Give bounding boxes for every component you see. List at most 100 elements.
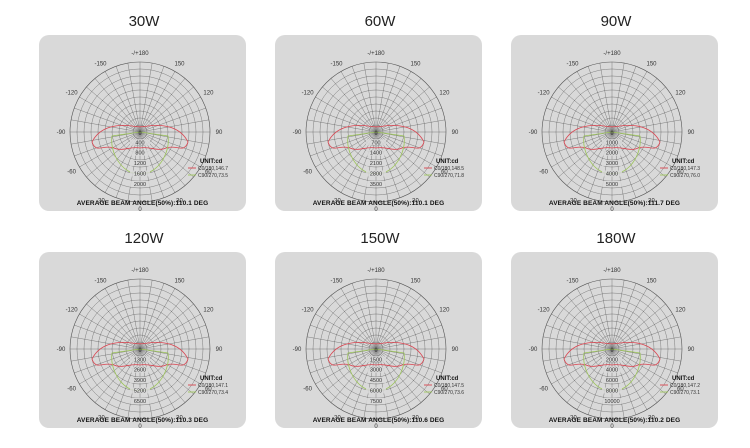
grid-spoke bbox=[375, 96, 437, 133]
legend-entry: C0/180,147.1 bbox=[198, 383, 228, 389]
radial-label: 8000 bbox=[606, 388, 618, 394]
grid-spoke bbox=[71, 336, 141, 350]
grid-spoke bbox=[611, 288, 648, 350]
angle-label: -120 bbox=[302, 308, 315, 314]
angle-label: -150 bbox=[330, 62, 343, 68]
angle-label: -150 bbox=[330, 279, 343, 285]
angle-label: 90 bbox=[216, 130, 223, 136]
grid-spoke bbox=[74, 107, 141, 133]
chart-title: 90W bbox=[600, 13, 632, 30]
grid-spoke bbox=[310, 324, 377, 350]
grid-spoke bbox=[375, 119, 445, 133]
legend-entry: C90/270,73.1 bbox=[670, 390, 700, 396]
angle-label: -90 bbox=[293, 347, 302, 353]
grid-spoke bbox=[566, 295, 613, 350]
radial-label-bg bbox=[130, 160, 150, 167]
angle-label: 150 bbox=[174, 62, 185, 68]
radial-label-bg bbox=[366, 387, 386, 394]
grid-spoke bbox=[375, 86, 430, 133]
angle-label: 90 bbox=[452, 130, 459, 136]
angle-label: -120 bbox=[66, 91, 79, 97]
radial-label-bg bbox=[602, 160, 622, 167]
grid-spoke bbox=[611, 96, 673, 133]
angle-label: -120 bbox=[66, 308, 79, 314]
chart-title: 150W bbox=[360, 230, 400, 247]
grid-spoke bbox=[86, 303, 141, 350]
radial-label-bg bbox=[602, 170, 622, 177]
polar-plot: -/+180-150 150-120 120-90 90-60 60-30 3000150… bbox=[293, 268, 465, 428]
angle-label: -150 bbox=[566, 62, 579, 68]
grid-spoke bbox=[139, 336, 209, 350]
angle-label: 120 bbox=[675, 91, 686, 97]
radial-label-bg bbox=[602, 377, 622, 384]
angle-label: -60 bbox=[67, 170, 76, 176]
grid-spoke bbox=[576, 288, 613, 350]
grid-spoke bbox=[127, 280, 141, 350]
radial-label: 3000 bbox=[370, 368, 382, 374]
grid-spoke bbox=[322, 86, 377, 133]
angle-label: -30 bbox=[332, 415, 341, 421]
grid-spoke bbox=[315, 348, 377, 385]
radial-label: 0 bbox=[138, 348, 141, 354]
grid-spoke bbox=[315, 96, 377, 133]
angle-label: -90 bbox=[529, 130, 538, 136]
grid-spoke bbox=[546, 348, 613, 374]
radial-label-bg bbox=[130, 356, 150, 363]
legend-entry: C90/270,71.8 bbox=[434, 173, 464, 179]
series-c0-180-curve bbox=[563, 342, 661, 367]
angle-label: 60 bbox=[441, 170, 448, 176]
angle-label: -60 bbox=[539, 170, 548, 176]
series-c0-180-curve bbox=[91, 342, 189, 367]
grid-spoke bbox=[375, 107, 442, 133]
grid-spoke bbox=[611, 295, 658, 350]
polar-plot: -/+180-150 150-120 120-90 90-60 60-30 3000100… bbox=[529, 51, 701, 211]
grid-spoke bbox=[375, 336, 445, 350]
grid-spoke bbox=[340, 71, 377, 133]
beam-angle-label: AVERAGE BEAM ANGLE(50%):110.3 DEG bbox=[76, 417, 209, 424]
grid-spoke bbox=[551, 313, 613, 350]
radial-label-bg bbox=[602, 139, 622, 146]
radial-label-bg bbox=[130, 139, 150, 146]
unit-label: UNIT:cd bbox=[200, 159, 223, 165]
angle-label: 30 bbox=[176, 198, 183, 204]
angle-label: 150 bbox=[410, 62, 421, 68]
radial-label-bg bbox=[130, 377, 150, 384]
radial-label-bg bbox=[602, 397, 622, 404]
radial-label-bg bbox=[366, 160, 386, 167]
grid-spoke bbox=[375, 63, 389, 133]
radial-label-bg bbox=[130, 366, 150, 373]
angle-label: -90 bbox=[57, 130, 66, 136]
grid-spoke bbox=[139, 63, 153, 133]
grid-spoke bbox=[375, 313, 437, 350]
radial-label-bg bbox=[130, 149, 150, 156]
unit-label: UNIT:cd bbox=[436, 159, 459, 165]
radial-label-bg bbox=[130, 170, 150, 177]
grid-spoke bbox=[375, 288, 412, 350]
angle-label: -150 bbox=[94, 62, 107, 68]
radial-label: 1600 bbox=[134, 171, 146, 177]
grid-spoke bbox=[79, 348, 141, 385]
grid-spoke bbox=[375, 348, 442, 374]
grid-spoke bbox=[375, 71, 412, 133]
angle-label: 150 bbox=[646, 62, 657, 68]
grid-spoke bbox=[139, 107, 206, 133]
grid-spoke bbox=[127, 63, 141, 133]
grid-spoke bbox=[310, 107, 377, 133]
beam-angle-label: AVERAGE BEAM ANGLE(50%):111.7 DEG bbox=[548, 200, 681, 207]
chart-panel: -/+180 -150 150 -120 120 -90 90 -60 60 -30 30 0 0 100… bbox=[511, 35, 718, 211]
radial-label: 2800 bbox=[370, 171, 382, 177]
radial-label-bg bbox=[602, 387, 622, 394]
grid-spoke bbox=[79, 131, 141, 168]
grid-spoke bbox=[363, 63, 377, 133]
legend-entry: C90/270,73.4 bbox=[198, 390, 228, 396]
beam-angle-label: AVERAGE BEAM ANGLE(50%):110.6 DEG bbox=[312, 417, 445, 424]
angle-label: 60 bbox=[677, 387, 684, 393]
angle-label: 90 bbox=[452, 347, 459, 353]
grid-spoke bbox=[611, 63, 625, 133]
radial-label: 5200 bbox=[134, 388, 146, 394]
radial-label-bg bbox=[366, 149, 386, 156]
angle-label: 120 bbox=[675, 308, 686, 314]
angle-label: -/+180 bbox=[131, 51, 149, 57]
grid-spoke bbox=[74, 324, 141, 350]
grid-spoke bbox=[611, 86, 666, 133]
